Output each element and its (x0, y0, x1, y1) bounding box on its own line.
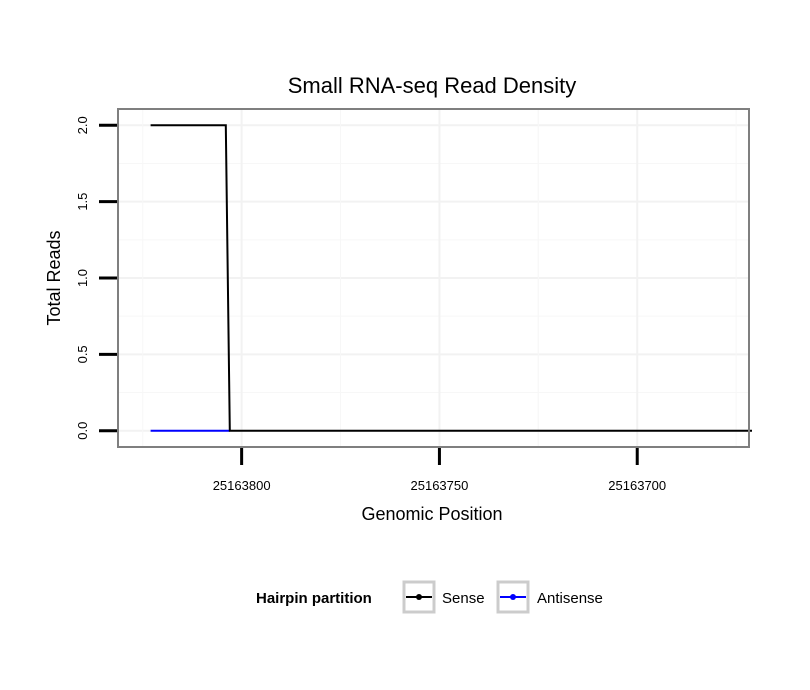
x-tick-label: 25163750 (411, 478, 469, 493)
x-tick-label: 25163800 (213, 478, 271, 493)
legend-title: Hairpin partition (256, 590, 372, 607)
grid (119, 110, 748, 446)
chart-title: Small RNA-seq Read Density (288, 73, 577, 98)
legend-label-sense: Sense (442, 590, 485, 607)
x-axis-title: Genomic Position (361, 504, 502, 524)
y-axis-title: Total Reads (44, 230, 64, 325)
legend-label-antisense: Antisense (537, 590, 603, 607)
x-tick-label: 25163700 (608, 478, 666, 493)
series-layer (150, 124, 752, 432)
plot-frame (117, 108, 750, 448)
x-axis: 25163800 25163750 25163700 (213, 448, 666, 493)
y-tick-label: 1.0 (75, 269, 90, 287)
y-tick-label: 2.0 (75, 116, 90, 134)
legend-item-sense: Sense (402, 580, 485, 614)
y-tick-label: 1.5 (75, 193, 90, 211)
series-line-sense (150, 124, 752, 432)
legend-item-antisense: Antisense (496, 580, 603, 614)
legend: Hairpin partition Sense Antisense (256, 580, 603, 614)
y-tick-label: 0.0 (75, 422, 90, 440)
y-tick-label: 0.5 (75, 345, 90, 363)
legend-dot-sense (416, 594, 422, 600)
y-axis: 0.0 0.5 1.0 1.5 2.0 (75, 116, 117, 440)
legend-dot-antisense (510, 594, 516, 600)
